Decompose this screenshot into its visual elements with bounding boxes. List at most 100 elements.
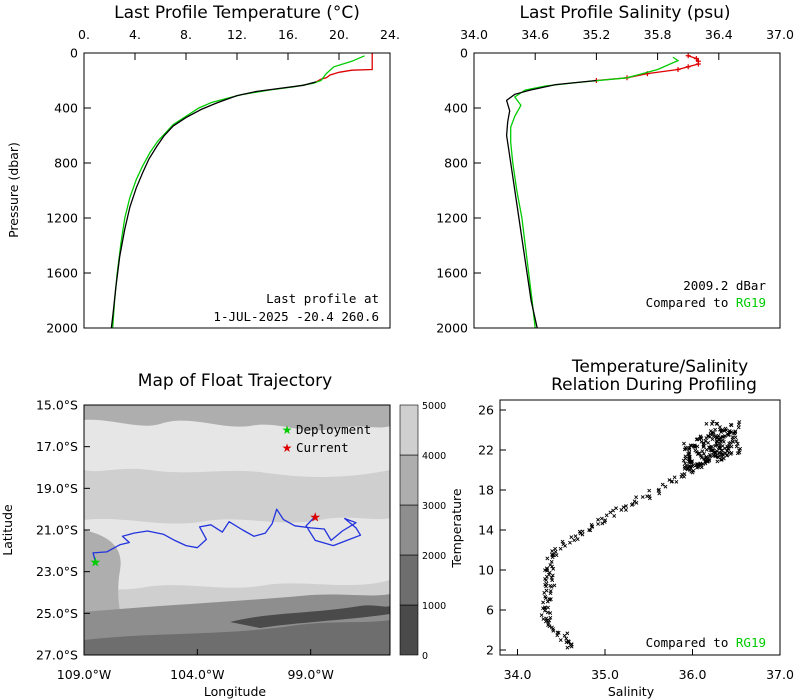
compared-to-text: Compared to	[646, 295, 736, 310]
salinity-marker-0-3	[695, 61, 701, 67]
ts-point-100	[599, 516, 604, 521]
ts-point-333	[714, 449, 719, 453]
ts-point-80	[563, 543, 567, 548]
ts-point-129	[669, 479, 674, 484]
ts-point-313	[715, 459, 720, 464]
depth-colorbar: 0 1000 2000 3000 4000 5000	[399, 401, 446, 662]
ts-frame	[499, 399, 781, 656]
ts-point-350	[709, 448, 714, 453]
temperature-xtick-label-1: 4.	[129, 27, 141, 42]
legend-deployment-label: Deployment	[296, 422, 371, 437]
temperature-series-2	[110, 81, 317, 328]
ts-point-40	[545, 599, 550, 604]
temperature-series	[110, 53, 373, 328]
trajectory-line	[92, 508, 362, 562]
temperature-xtick-label-6: 24.	[380, 27, 400, 42]
ts-point-116	[640, 495, 645, 499]
ts-point-304	[719, 457, 724, 462]
ts-point-98	[600, 521, 605, 526]
ts-point-36	[541, 600, 546, 605]
ts-point-237	[687, 455, 691, 459]
ts-point-286	[714, 435, 719, 440]
temperature-ytick-label-4: 1600	[46, 266, 78, 281]
ts-point-8	[566, 639, 571, 644]
ts-point-42	[543, 594, 548, 599]
ts-point-107	[619, 508, 624, 512]
ts-point-232	[698, 434, 703, 439]
ts-ytick-label-3: 14	[478, 523, 494, 538]
ts-point-124	[663, 484, 668, 489]
ts-point-6	[569, 642, 574, 647]
temperature-title: Last Profile Temperature (°C)	[114, 3, 360, 23]
ts-point-277	[704, 447, 709, 452]
ts-point-46	[548, 589, 553, 593]
ts-point-88	[577, 529, 582, 534]
legend-deployment-star: ★	[282, 423, 293, 437]
ts-point-331	[692, 444, 697, 449]
ts-point-83	[572, 538, 577, 543]
ts-point-305	[693, 448, 698, 453]
ts-point-67	[548, 563, 553, 567]
ts-point-323	[691, 463, 696, 468]
map-legend: ★ Deployment ★ Current	[282, 422, 372, 455]
temperature-xtick-label-0: 0.	[78, 27, 90, 42]
salinity-marker-0-0	[685, 53, 691, 59]
salinity-series-2	[505, 79, 597, 328]
ts-point-311	[688, 464, 693, 469]
map-ytick-label-4: 23.0°S	[36, 564, 78, 579]
temperature-ylabel: Pressure (dbar)	[6, 142, 21, 238]
ts-point-30	[548, 611, 553, 615]
ts-point-168	[708, 429, 713, 433]
ts-point-328	[697, 437, 702, 441]
ts-point-172	[704, 421, 709, 426]
ts-point-315	[702, 452, 706, 456]
ts-point-338	[725, 431, 730, 436]
ts-point-26	[541, 617, 546, 621]
temperature-xtick-label-3: 12.	[227, 27, 247, 42]
temperature-ytick-label-2: 800	[54, 156, 78, 171]
deployment-star: ★	[90, 555, 102, 570]
ts-point-85	[575, 537, 580, 542]
ts-point-112	[630, 502, 635, 507]
colorbar-band-1	[399, 554, 419, 606]
ts-point-49	[549, 584, 554, 589]
ts-point-231	[682, 466, 687, 471]
colorbar-label-2: 2000	[422, 551, 446, 562]
ts-point-109	[621, 505, 626, 510]
ts-point-212	[698, 453, 703, 458]
ts-point-76	[553, 549, 558, 554]
legend-current-star: ★	[282, 441, 293, 455]
ts-xtick-label-2: 36.0	[679, 667, 707, 682]
ts-point-352	[723, 426, 728, 431]
ts-point-308	[713, 443, 718, 448]
ts-point-337	[718, 435, 723, 440]
ts-point-342	[714, 454, 718, 459]
salinity-series-1	[510, 56, 680, 328]
ts-point-81	[560, 539, 565, 544]
ts-point-125	[660, 482, 665, 487]
ts-point-281	[685, 467, 690, 472]
ts-point-82	[568, 540, 572, 545]
ts-point-57	[543, 576, 547, 581]
ts-point-121	[657, 491, 662, 496]
ts-point-319	[728, 452, 733, 456]
map-xtick-label-1: 104.0°W	[170, 667, 224, 682]
ts-point-188	[699, 439, 704, 444]
ts-point-170	[714, 421, 719, 426]
ts-point-225	[695, 444, 700, 449]
ts-point-330	[720, 427, 725, 432]
salinity-ytick-label-0: 0	[460, 46, 468, 61]
bathymetry-ridge-north	[84, 405, 390, 431]
ts-point-89	[580, 529, 585, 534]
salinity-ytick-label-2: 800	[444, 156, 468, 171]
ts-compared-text: Compared to	[646, 635, 736, 650]
longitude-label: Longitude	[204, 684, 266, 699]
ts-point-115	[634, 495, 639, 500]
salinity-panel: Last Profile Salinity (psu) 34.0 34.6 35.2…	[436, 3, 794, 336]
ts-point-309	[725, 444, 730, 449]
colorbar-label-1: 1000	[422, 601, 446, 612]
ts-point-211	[734, 444, 739, 449]
colorbar-label-4: 4000	[422, 451, 446, 462]
temperature-axis-ticks: 0. 4. 8. 12. 16. 20. 24. 0 400 800 1200 1600 2000	[46, 27, 400, 336]
ts-point-166	[713, 427, 718, 432]
